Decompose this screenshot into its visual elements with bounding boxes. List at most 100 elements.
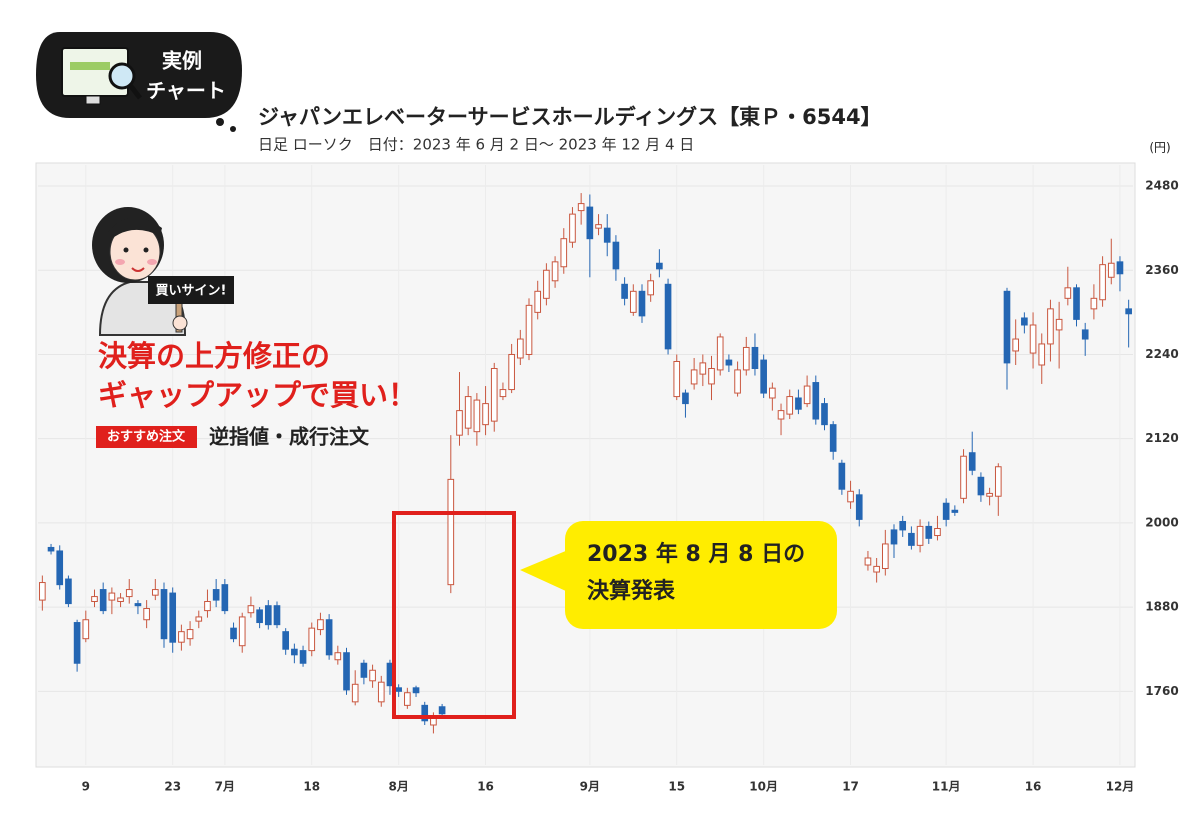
- candle-body: [1116, 261, 1124, 275]
- candle-body: [91, 596, 98, 602]
- candle-body: [195, 616, 203, 622]
- candle-body: [456, 410, 463, 436]
- candle-body: [812, 382, 820, 420]
- candle-body: [647, 280, 655, 296]
- candles: [39, 193, 1132, 734]
- candle-body: [803, 385, 811, 405]
- candle-body: [473, 399, 481, 433]
- candle-body: [247, 605, 255, 614]
- candle-body: [186, 629, 194, 640]
- candle-body: [795, 397, 802, 410]
- candle-body: [291, 648, 298, 656]
- candle-body: [151, 589, 159, 596]
- highlight-box: [392, 511, 516, 719]
- headline: ギャップアップで買い！: [98, 378, 417, 412]
- order-text: 逆指値・成行注文: [209, 425, 370, 449]
- candle-body: [516, 338, 524, 359]
- candle-body: [621, 283, 628, 299]
- candle-body: [395, 687, 402, 692]
- candle-body: [994, 466, 1002, 497]
- candle-body: [1029, 324, 1037, 354]
- x-tick-label: 16: [1025, 780, 1042, 794]
- candle-body: [873, 565, 880, 573]
- candle-body: [960, 455, 967, 499]
- candle-body: [586, 206, 594, 240]
- candle-body: [925, 525, 933, 539]
- candle-body: [125, 589, 133, 598]
- y-tick-label: 2480: [1145, 179, 1178, 193]
- order-tag: おすすめ注文: [107, 429, 186, 445]
- x-tick-label: 9: [82, 780, 90, 794]
- candle-body: [343, 652, 350, 691]
- candle-body: [47, 546, 55, 552]
- candle-body: [1047, 308, 1054, 345]
- candle-body: [708, 368, 715, 385]
- candle-body: [725, 359, 733, 366]
- candle-body: [855, 494, 863, 520]
- callout-text: 決算発表: [587, 578, 676, 604]
- candle-body: [386, 662, 394, 687]
- candle-body: [690, 369, 698, 385]
- x-tick-label: 16: [477, 780, 494, 794]
- candle-body: [360, 662, 368, 678]
- candle-body: [334, 652, 342, 661]
- candle-body: [412, 687, 420, 694]
- candle-body: [1038, 343, 1046, 366]
- candle-body: [134, 603, 142, 607]
- candle-body: [82, 619, 90, 640]
- x-tick-label: 10月: [749, 780, 778, 794]
- candle-body: [881, 543, 889, 570]
- candle-body: [169, 592, 177, 643]
- x-tick-label: 8月: [388, 780, 408, 794]
- candle-body: [377, 681, 385, 703]
- candle-body: [977, 476, 985, 496]
- candle-body: [986, 492, 993, 497]
- badge-text: チャート: [146, 79, 226, 103]
- x-tick-label: 12月: [1106, 780, 1135, 794]
- chart-subtitle: 日足 ローソク 日付：2023 年 6 月 2 日〜 2023 年 12 月 4…: [258, 136, 694, 154]
- callout: [565, 521, 837, 629]
- candle-body: [951, 509, 959, 513]
- candle-body: [786, 396, 794, 415]
- candle-body: [656, 262, 663, 270]
- candle-body: [864, 557, 872, 566]
- candle-body: [178, 631, 185, 643]
- candle-body: [317, 619, 324, 631]
- candle-body: [525, 304, 533, 355]
- candle-body: [464, 396, 472, 429]
- candle-body: [612, 241, 620, 270]
- candle-body: [369, 669, 376, 682]
- candle-body: [308, 627, 316, 652]
- candle-body: [499, 389, 507, 398]
- candle-body: [1055, 318, 1063, 331]
- candle-body: [543, 269, 550, 299]
- x-tick-label: 15: [668, 780, 685, 794]
- candle-body: [551, 261, 559, 282]
- candle-body: [760, 359, 767, 394]
- candle-body: [1021, 317, 1028, 326]
- candle-body: [1099, 264, 1106, 301]
- monitor-icon: [61, 47, 142, 105]
- candle-body: [1090, 297, 1098, 310]
- candle-body: [212, 589, 220, 601]
- y-tick-label: 2120: [1145, 431, 1178, 445]
- candle-body: [508, 353, 515, 391]
- candle-body: [638, 290, 646, 317]
- candle-body: [117, 597, 124, 602]
- headline: 決算の上方修正の: [98, 339, 330, 373]
- candle-body: [273, 605, 281, 626]
- candle-body: [1064, 287, 1072, 299]
- candle-body: [160, 589, 168, 640]
- candle-body: [577, 203, 585, 212]
- candle-body: [595, 224, 602, 229]
- y-tick-label: 1760: [1145, 684, 1178, 698]
- candle-body: [256, 609, 263, 624]
- candle-body: [742, 346, 750, 371]
- badge-text: 実例: [162, 49, 202, 73]
- candle-body: [221, 584, 229, 612]
- candle-body: [916, 525, 924, 546]
- y-unit: (円): [1149, 141, 1170, 155]
- candle-body: [603, 227, 611, 243]
- candle-body: [569, 213, 576, 243]
- badge-dot: [216, 118, 224, 126]
